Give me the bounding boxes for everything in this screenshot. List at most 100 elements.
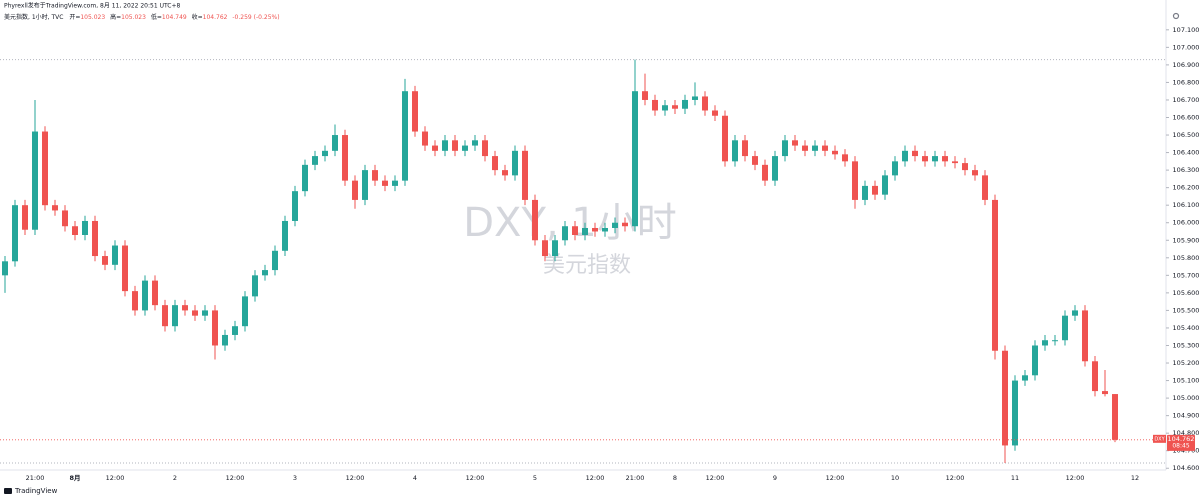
candle-body xyxy=(142,280,148,311)
x-tick-label: 12:00 xyxy=(1066,474,1085,482)
candle-body xyxy=(1032,345,1038,376)
ohlc-label: 低= xyxy=(151,13,162,21)
candle-body xyxy=(172,305,178,327)
candle-body xyxy=(892,161,898,176)
candle-body xyxy=(1052,340,1058,342)
settings-icon xyxy=(1172,12,1180,20)
candle-body xyxy=(82,220,88,235)
candle-body xyxy=(782,140,788,157)
candle-body xyxy=(1072,310,1078,316)
candle-body xyxy=(332,135,338,151)
candle-body xyxy=(572,226,578,235)
candle-body xyxy=(422,131,428,146)
candle-body xyxy=(2,261,8,276)
candle-body xyxy=(962,163,968,171)
y-tick-label: 105.200 xyxy=(1173,359,1200,367)
candle-body xyxy=(252,275,258,297)
price-tag xyxy=(1167,434,1195,451)
candle-body xyxy=(262,270,268,276)
ohlc-value: 105.023 xyxy=(121,14,146,21)
candle-body xyxy=(992,199,998,351)
y-tick-label: 107.000 xyxy=(1173,43,1200,51)
candle-body xyxy=(312,156,318,165)
y-tick-label: 105.900 xyxy=(1173,236,1200,244)
y-tick-label: 105.300 xyxy=(1173,341,1200,349)
candle-body xyxy=(62,210,68,227)
candle-body xyxy=(32,131,38,230)
candle-body xyxy=(372,170,378,181)
candle-body xyxy=(822,145,828,151)
y-tick-label: 107.100 xyxy=(1173,26,1200,34)
candle-body xyxy=(472,140,478,146)
y-tick-label: 106.300 xyxy=(1173,166,1200,174)
candle-body xyxy=(682,99,688,109)
x-tick-label: 8月 xyxy=(69,474,80,482)
candle-body xyxy=(362,170,368,200)
x-tick-label: 12:00 xyxy=(226,474,245,482)
y-tick-label: 105.700 xyxy=(1173,271,1200,279)
candle-body xyxy=(672,105,678,109)
x-tick-label: 12:00 xyxy=(706,474,725,482)
candle-body xyxy=(42,131,48,206)
x-tick-label: 11 xyxy=(1011,474,1019,482)
attribution: Phyrexll发布于TradingView.com, 8月 11, 2022 … xyxy=(4,2,180,10)
candle-body xyxy=(852,161,858,200)
candle-body xyxy=(292,191,298,221)
candle-body xyxy=(522,150,528,200)
candle-body xyxy=(902,150,908,162)
candle-body xyxy=(762,164,768,181)
candle-body xyxy=(842,154,848,162)
ohlc-value: 105.023 xyxy=(80,14,105,21)
ohlc-value: 104.762 xyxy=(203,14,228,21)
candle-body xyxy=(972,170,978,176)
price-tag-symbol: DXY xyxy=(1154,436,1165,442)
y-tick-label: 106.100 xyxy=(1173,201,1200,209)
candle-body xyxy=(112,245,118,265)
candle-body xyxy=(632,91,638,227)
candle-body xyxy=(342,135,348,181)
x-tick-label: 21:00 xyxy=(26,474,45,482)
candle-body xyxy=(542,240,548,257)
candle-body xyxy=(162,305,168,327)
y-tick-label: 104.900 xyxy=(1173,412,1200,420)
x-tick-label: 12 xyxy=(1131,474,1139,482)
candle-body xyxy=(802,145,808,151)
y-tick-label: 105.100 xyxy=(1173,377,1200,385)
x-tick-label: 8 xyxy=(673,474,677,482)
candle-body xyxy=(72,226,78,235)
symbol-line: 美元指数, 1小时, TVC xyxy=(4,13,63,21)
watermark-subtitle: 美元指数 xyxy=(543,253,631,278)
x-tick-label: 9 xyxy=(773,474,777,482)
candle-body xyxy=(562,226,568,241)
candle-body xyxy=(12,205,18,262)
candle-body xyxy=(412,91,418,132)
candle-body xyxy=(1092,361,1098,392)
y-tick-label: 106.500 xyxy=(1173,131,1200,139)
candle-body xyxy=(1042,340,1048,346)
candle-body xyxy=(102,256,108,265)
candle-body xyxy=(792,140,798,146)
candle-body xyxy=(772,156,778,181)
x-tick-label: 12:00 xyxy=(586,474,605,482)
change: -0.259 (-0.25%) xyxy=(232,14,279,21)
y-tick-label: 104.600 xyxy=(1173,464,1200,472)
candle-body xyxy=(942,156,948,162)
ohlc-label: 高= xyxy=(110,13,121,21)
candle-body xyxy=(692,96,698,100)
candle-body xyxy=(1102,391,1108,395)
countdown: 08:45 xyxy=(1172,442,1189,449)
candle-body xyxy=(302,164,308,192)
candle-body xyxy=(352,180,358,200)
y-tick-label: 105.600 xyxy=(1173,289,1200,297)
candle-body xyxy=(1062,315,1068,341)
candle-body xyxy=(432,145,438,151)
legend: 美元指数, 1小时, TVC 开=105.023 高=105.023 低=104… xyxy=(4,13,280,21)
candle-body xyxy=(502,170,508,176)
x-tick-label: 12:00 xyxy=(346,474,365,482)
candle-body xyxy=(192,310,198,316)
candle-body xyxy=(622,222,628,227)
candle-body xyxy=(232,326,238,335)
candle-body xyxy=(642,91,648,100)
candle-body xyxy=(652,99,658,111)
